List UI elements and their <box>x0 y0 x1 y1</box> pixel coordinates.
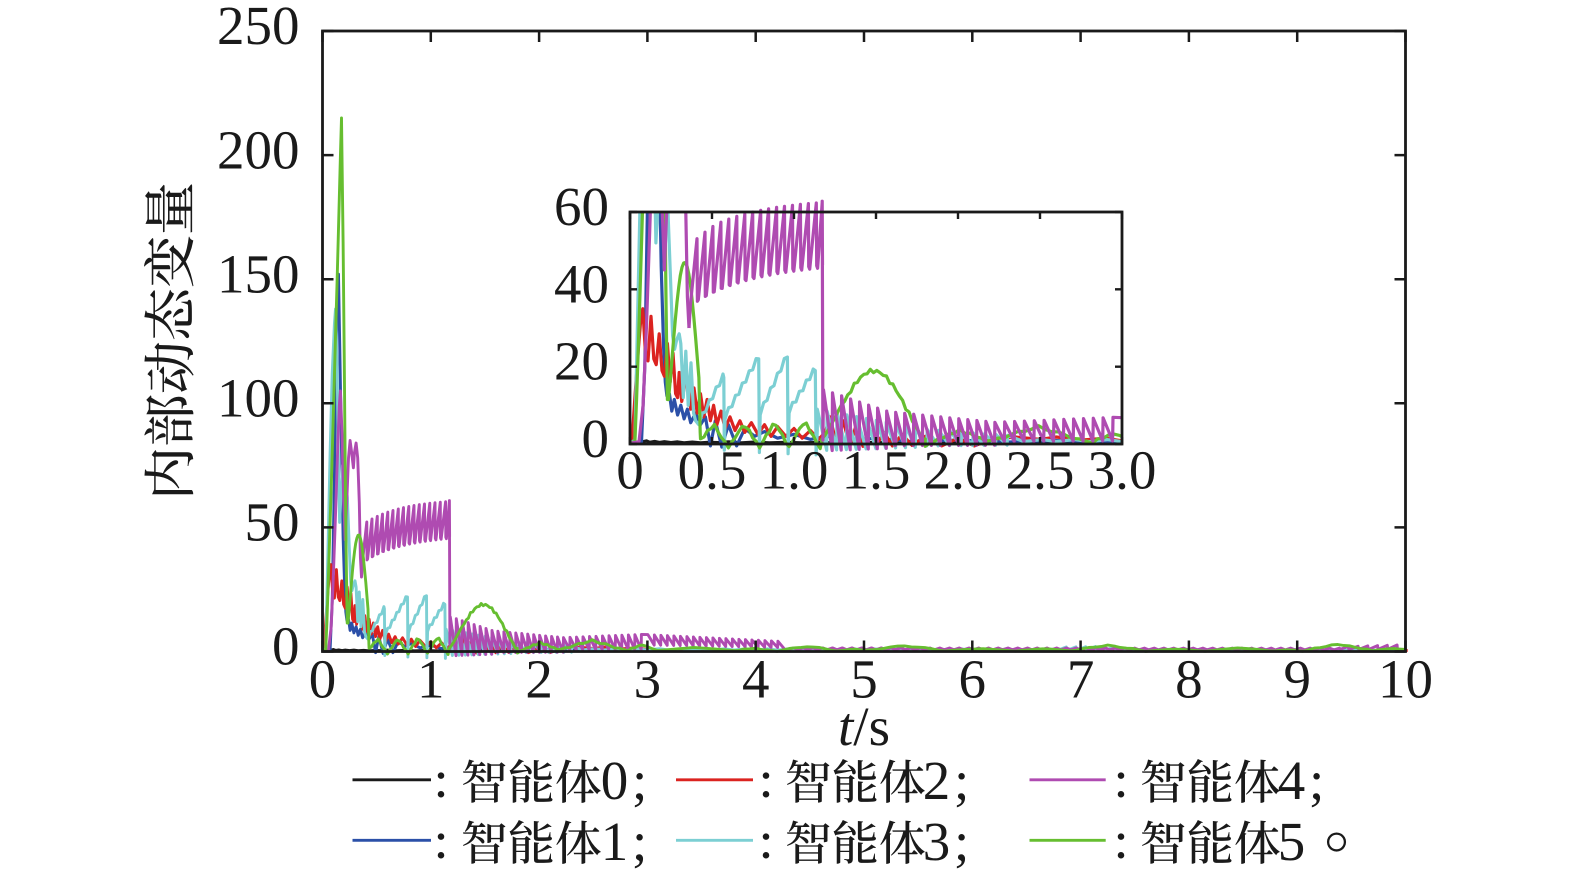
svg-text:2: 2 <box>923 750 951 811</box>
svg-text:1.5: 1.5 <box>842 440 911 501</box>
svg-text:150: 150 <box>217 243 300 304</box>
svg-text:5: 5 <box>850 649 878 710</box>
svg-text:0: 0 <box>616 440 644 501</box>
svg-text:2.0: 2.0 <box>924 440 993 501</box>
svg-text:2: 2 <box>525 649 553 710</box>
svg-text:t/s: t/s <box>838 696 890 757</box>
svg-text:4: 4 <box>742 649 770 710</box>
svg-text:;: ; <box>1309 750 1324 811</box>
svg-text:100: 100 <box>217 368 300 429</box>
svg-text:8: 8 <box>1175 649 1203 710</box>
svg-text:4: 4 <box>1278 750 1306 811</box>
svg-text:1: 1 <box>601 811 629 870</box>
svg-text:7: 7 <box>1067 649 1095 710</box>
svg-text:0.5: 0.5 <box>678 440 747 501</box>
svg-text:0: 0 <box>601 750 629 811</box>
svg-text:;: ; <box>632 750 647 811</box>
svg-text:0: 0 <box>582 408 610 469</box>
svg-text:20: 20 <box>554 331 609 392</box>
svg-text:;: ; <box>954 811 969 870</box>
svg-text:10: 10 <box>1378 649 1433 710</box>
svg-text:40: 40 <box>554 253 609 314</box>
svg-text:6: 6 <box>959 649 987 710</box>
svg-text:2.5: 2.5 <box>1006 440 1075 501</box>
svg-text:1.0: 1.0 <box>760 440 829 501</box>
svg-text:3.0: 3.0 <box>1088 440 1157 501</box>
svg-text:;: ; <box>632 811 647 870</box>
svg-text:50: 50 <box>245 492 300 553</box>
svg-text:60: 60 <box>554 176 609 237</box>
svg-text:250: 250 <box>217 0 300 56</box>
svg-text:0: 0 <box>309 649 337 710</box>
svg-text:200: 200 <box>217 119 300 180</box>
svg-text:3: 3 <box>923 811 951 870</box>
svg-text:1: 1 <box>417 649 445 710</box>
svg-text:9: 9 <box>1283 649 1311 710</box>
svg-text:;: ; <box>954 750 969 811</box>
svg-text:5: 5 <box>1278 811 1306 870</box>
svg-text:0: 0 <box>272 616 300 677</box>
svg-text:3: 3 <box>634 649 662 710</box>
